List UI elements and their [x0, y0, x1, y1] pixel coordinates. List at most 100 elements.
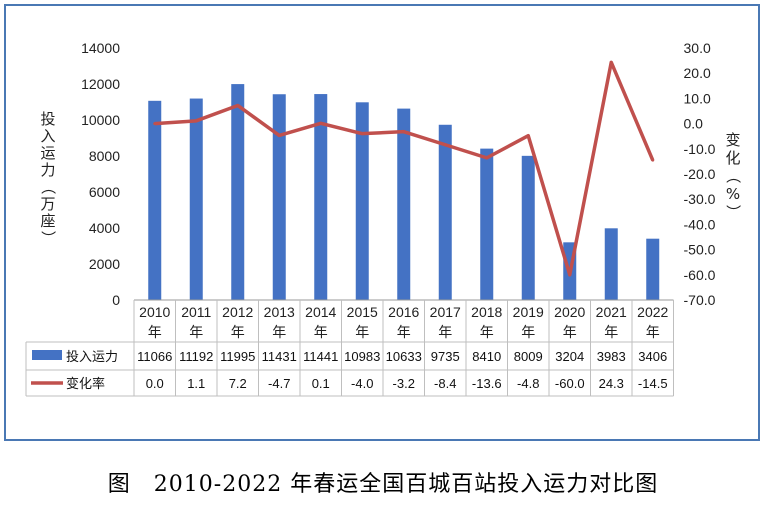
table-value-bar: 11066 — [137, 349, 172, 364]
table-value-line: -60.0 — [555, 376, 585, 391]
table-value-line: 24.3 — [599, 376, 624, 391]
x-tick-label: 年 — [646, 324, 660, 340]
table-value-line: 7.2 — [229, 376, 247, 391]
table-value-bar: 3406 — [638, 349, 667, 364]
x-tick-label: 年 — [480, 324, 494, 340]
line-point — [443, 143, 447, 147]
table-value-line: -4.8 — [517, 376, 539, 391]
bar — [272, 94, 286, 300]
table-value-bar: 8009 — [514, 349, 543, 364]
y-right-tick-label: 20.0 — [684, 65, 711, 81]
bar — [231, 84, 245, 300]
x-tick-label: 2013 — [264, 304, 295, 320]
y-left-tick-label: 6000 — [89, 184, 120, 200]
y-left-tick-label: 4000 — [89, 220, 120, 236]
table-value-line: -4.7 — [268, 376, 290, 391]
table-value-line: 0.0 — [146, 376, 164, 391]
x-tick-label: 年 — [314, 324, 328, 340]
line-point — [485, 156, 489, 160]
bar — [438, 124, 452, 301]
table-value-bar: 10633 — [386, 349, 422, 364]
x-tick-label: 年 — [397, 324, 411, 340]
x-tick-label: 2012 — [222, 304, 253, 320]
table-value-line: -8.4 — [434, 376, 456, 391]
x-tick-label: 2014 — [305, 304, 336, 320]
table-value-bar: 11441 — [303, 349, 338, 364]
y-right-tick-label: -10.0 — [684, 141, 716, 157]
legend-label-bar: 投入运力 — [66, 349, 118, 364]
y-left-axis-title: 投 — [40, 110, 55, 128]
line-point — [360, 132, 364, 136]
bar — [397, 108, 411, 300]
y-right-tick-label: 10.0 — [684, 90, 711, 106]
y-right-axis-title: （ — [724, 168, 742, 183]
table-value-bar: 3983 — [597, 349, 626, 364]
y-left-axis-title: 入 — [40, 127, 55, 145]
y-right-axis-title: 变 — [725, 131, 740, 149]
bar — [646, 238, 660, 300]
bar — [148, 100, 162, 300]
table-value-bar: 10983 — [344, 349, 380, 364]
y-left-axis-title: 万 — [40, 195, 55, 213]
x-tick-label: 年 — [148, 324, 162, 340]
bar — [521, 155, 535, 300]
x-tick-label: 年 — [189, 324, 203, 340]
x-tick-label: 2010 — [139, 304, 170, 320]
x-tick-label: 年 — [521, 324, 535, 340]
table-value-bar: 11192 — [179, 349, 213, 364]
x-tick-label: 2017 — [430, 304, 461, 320]
line-point — [402, 130, 406, 134]
table-value-bar: 8410 — [472, 349, 501, 364]
x-tick-label: 2022 — [637, 304, 668, 320]
x-tick-label: 2018 — [471, 304, 502, 320]
bar — [480, 148, 494, 300]
y-right-tick-label: -50.0 — [684, 242, 716, 258]
table-value-line: -13.6 — [472, 376, 502, 391]
y-right-axis-title: ） — [724, 204, 742, 219]
line-point — [277, 133, 281, 137]
y-left-tick-label: 2000 — [89, 256, 120, 272]
table-value-bar: 9735 — [431, 349, 460, 364]
y-left-tick-label: 14000 — [81, 40, 120, 56]
chart-frame — [4, 4, 760, 441]
bar — [314, 94, 328, 300]
bar — [189, 98, 203, 300]
table-value-bar: 3204 — [555, 349, 584, 364]
x-tick-label: 年 — [438, 324, 452, 340]
x-tick-label: 2020 — [554, 304, 585, 320]
y-left-axis-title: ） — [39, 230, 57, 245]
y-left-axis-title: （ — [39, 179, 57, 194]
y-left-axis-title: 力 — [40, 161, 55, 179]
table-value-line: 0.1 — [312, 376, 330, 391]
y-left-axis-title: 运 — [40, 144, 55, 162]
x-tick-label: 年 — [355, 324, 369, 340]
legend-key-bar — [32, 350, 62, 360]
legend-label-line: 变化率 — [66, 376, 105, 391]
bar — [355, 102, 369, 300]
x-tick-label: 年 — [563, 324, 577, 340]
x-tick-label: 年 — [604, 324, 618, 340]
x-tick-label: 2019 — [513, 304, 544, 320]
figure-caption: 图 2010-2022 年春运全国百城百站投入运力对比图 — [107, 472, 659, 497]
table-value-line: -3.2 — [393, 376, 415, 391]
y-left-tick-label: 10000 — [81, 112, 120, 128]
y-right-tick-label: 30.0 — [684, 40, 711, 56]
table-value-line: -14.5 — [638, 376, 668, 391]
table-value-bar: 11995 — [220, 349, 255, 364]
x-tick-label: 2016 — [388, 304, 419, 320]
table-value-bar: 11431 — [262, 349, 297, 364]
table-value-line: 1.1 — [187, 376, 205, 391]
y-right-axis-title: % — [726, 185, 740, 203]
y-right-axis-title: 化 — [725, 149, 740, 167]
line-point — [609, 60, 613, 64]
x-tick-label: 2011 — [181, 304, 211, 320]
line-point — [319, 121, 323, 125]
y-right-tick-label: -20.0 — [684, 166, 716, 182]
y-right-tick-label: -60.0 — [684, 267, 716, 283]
y-right-tick-label: 0.0 — [684, 116, 704, 132]
table-value-line: -4.0 — [351, 376, 373, 391]
x-tick-label: 2021 — [596, 304, 627, 320]
y-right-tick-label: -30.0 — [684, 191, 716, 207]
y-left-tick-label: 12000 — [81, 76, 120, 92]
y-left-tick-label: 0 — [112, 292, 120, 308]
